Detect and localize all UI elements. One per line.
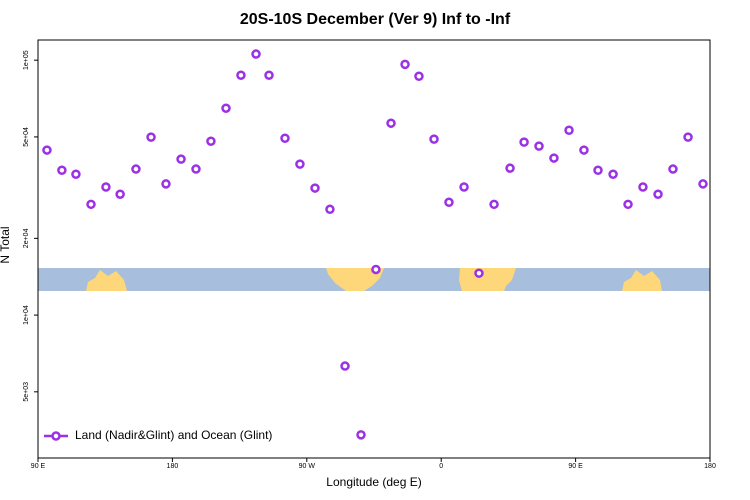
- point: [414, 71, 424, 81]
- point: [176, 154, 186, 164]
- y-tick-label: 5e+04: [23, 127, 30, 147]
- point: [161, 179, 171, 189]
- point: [579, 145, 589, 155]
- land: [622, 270, 662, 291]
- land: [86, 270, 127, 291]
- point: [340, 361, 350, 371]
- point: [57, 165, 67, 175]
- point: [280, 133, 290, 144]
- land: [326, 268, 384, 291]
- point: [236, 70, 246, 80]
- point: [325, 204, 335, 215]
- y-axis-label: N Total: [0, 226, 12, 263]
- x-tick-label: 90 E: [568, 463, 583, 470]
- point: [310, 183, 320, 193]
- point: [71, 169, 81, 179]
- point: [400, 59, 410, 70]
- y-tick-label: 1e+04: [23, 305, 30, 325]
- point: [698, 179, 708, 189]
- point: [593, 165, 603, 175]
- point: [191, 164, 201, 174]
- chart-title: 20S-10S December (Ver 9) Inf to -Inf: [240, 11, 511, 28]
- point: [131, 164, 141, 174]
- point: [206, 136, 216, 146]
- point: [115, 189, 125, 199]
- point: [608, 169, 618, 179]
- point: [638, 182, 648, 192]
- point: [251, 49, 261, 59]
- point: [356, 430, 366, 440]
- x-tick-label: 90 E: [31, 463, 46, 470]
- point: [534, 141, 544, 151]
- x-tick-label: 180: [704, 463, 716, 470]
- point: [474, 268, 484, 278]
- point: [146, 132, 156, 142]
- y-tick-label: 2e+04: [23, 228, 30, 248]
- legend-marker: [51, 431, 61, 441]
- point: [505, 163, 515, 173]
- land: [459, 268, 516, 291]
- legend-label: Land (Nadir&Glint) and Ocean (Glint): [75, 428, 272, 442]
- map-strip: [38, 268, 710, 291]
- y-tick-label: 5e+03: [23, 382, 30, 402]
- x-tick-label: 90 W: [299, 463, 316, 470]
- point: [668, 164, 678, 174]
- point: [564, 125, 574, 136]
- point: [101, 182, 111, 192]
- point: [429, 134, 439, 144]
- point: [683, 132, 693, 142]
- point: [489, 199, 499, 210]
- y-tick-label: 1e+05: [23, 50, 30, 70]
- point: [86, 199, 96, 210]
- point: [386, 118, 396, 128]
- point: [519, 137, 529, 147]
- plot-frame: [37, 39, 711, 459]
- x-axis-label: Longitude (deg E): [326, 475, 421, 489]
- point: [42, 145, 52, 155]
- point: [549, 153, 559, 163]
- point: [653, 189, 663, 199]
- x-tick-label: 0: [439, 463, 443, 470]
- point: [623, 199, 633, 210]
- x-tick-label: 180: [167, 463, 179, 470]
- point: [295, 159, 305, 169]
- point: [371, 264, 381, 275]
- point: [221, 103, 231, 113]
- point: [444, 197, 454, 208]
- point: [459, 182, 469, 192]
- point: [264, 70, 274, 80]
